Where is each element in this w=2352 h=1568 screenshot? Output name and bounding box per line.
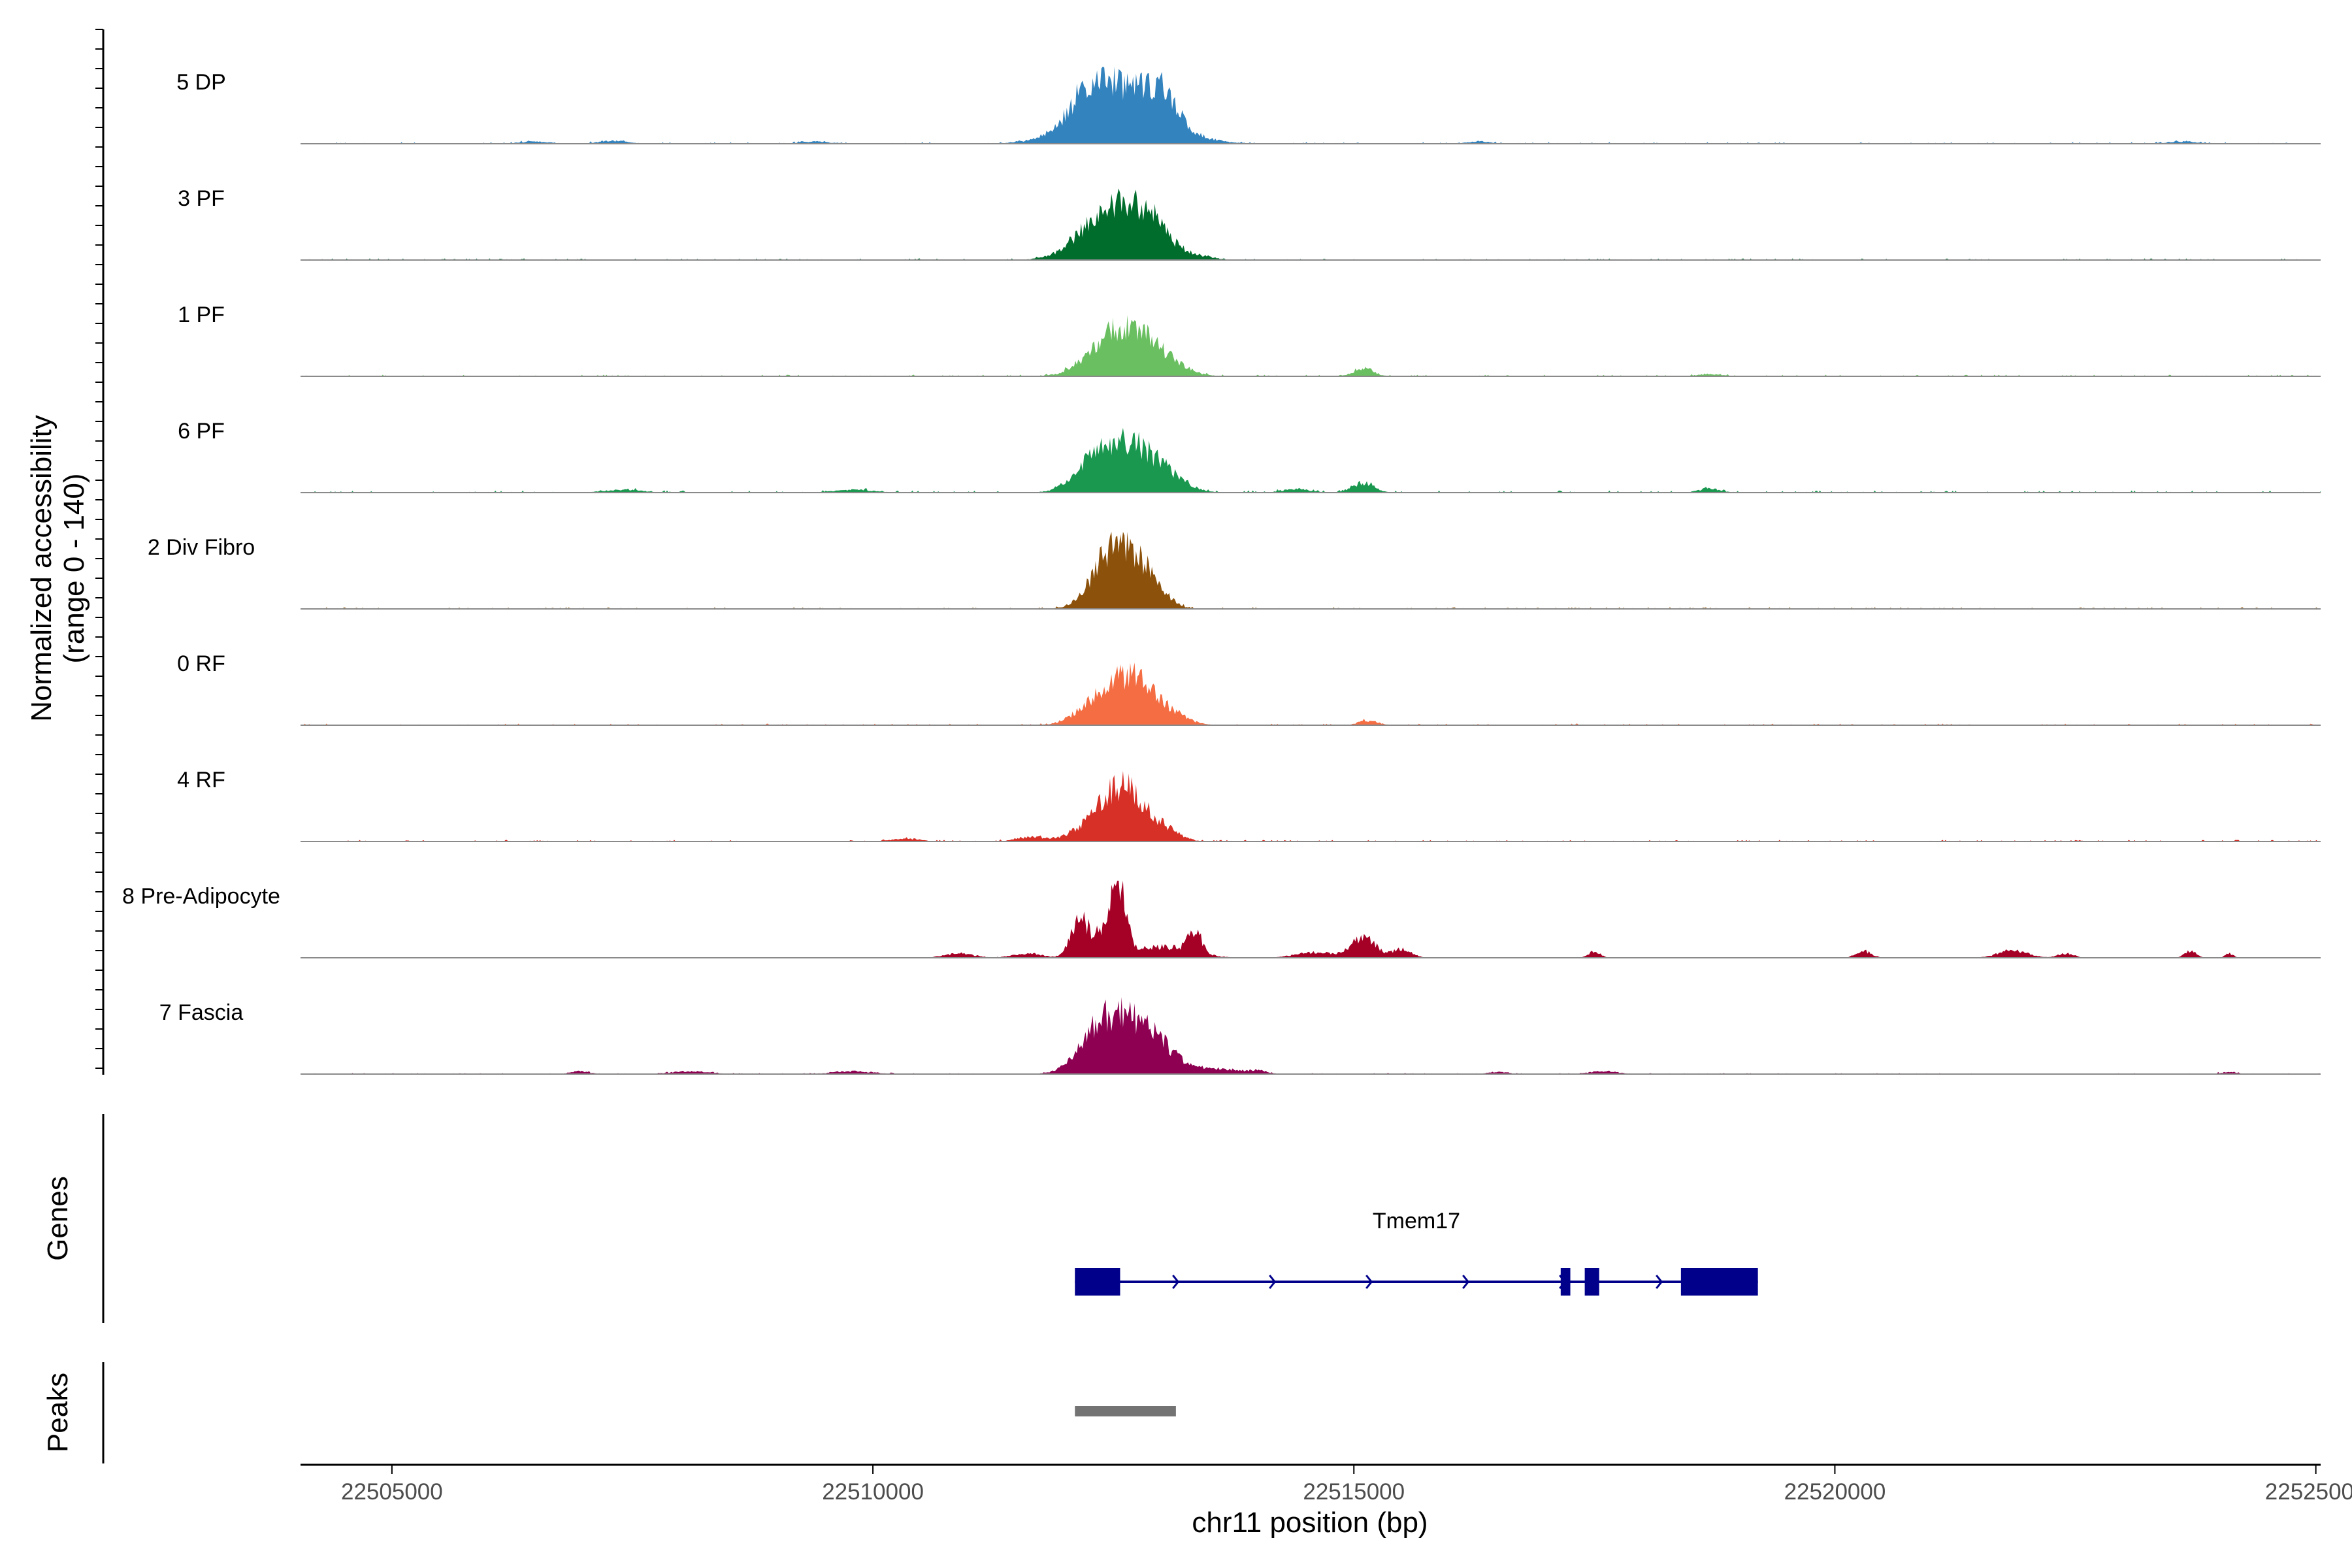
peak-bar bbox=[1075, 1406, 1176, 1416]
coverage-area bbox=[301, 997, 2321, 1074]
gene-tmem17: Tmem17 bbox=[1075, 1209, 1758, 1296]
track-7-fascia: 7 Fascia bbox=[159, 997, 2321, 1075]
track-3-pf: 3 PF bbox=[178, 186, 2321, 261]
strand-arrow bbox=[1269, 1275, 1277, 1289]
genes-axis-title: Genes bbox=[42, 1176, 74, 1261]
peak-regions bbox=[1075, 1406, 1176, 1416]
gene-name: Tmem17 bbox=[1373, 1209, 1460, 1233]
coverage-area bbox=[301, 427, 2321, 493]
x-tick-label: 22525000 bbox=[2265, 1479, 2352, 1505]
track-label: 1 PF bbox=[178, 302, 225, 327]
track-1-pf: 1 PF bbox=[178, 302, 2321, 377]
strand-arrow bbox=[1462, 1275, 1470, 1289]
track-5-dp: 5 DP bbox=[176, 67, 2321, 144]
coverage-area bbox=[301, 662, 2321, 725]
track-label: 3 PF bbox=[178, 186, 225, 211]
gene-exon bbox=[1680, 1268, 1758, 1296]
gene-exon bbox=[1075, 1268, 1120, 1296]
x-tick-label: 22510000 bbox=[822, 1479, 924, 1505]
x-axis-title: chr11 position (bp) bbox=[1192, 1507, 1428, 1539]
track-4-rf: 4 RF bbox=[177, 768, 2321, 842]
strand-arrow bbox=[1656, 1275, 1663, 1289]
coverage-area bbox=[301, 881, 2321, 958]
gene-annotations: Tmem17 bbox=[1075, 1209, 1758, 1296]
strand-arrow bbox=[1172, 1275, 1180, 1289]
gene-exon bbox=[1584, 1268, 1599, 1296]
track-label: 5 DP bbox=[176, 70, 226, 95]
track-6-pf: 6 PF bbox=[178, 419, 2321, 493]
peaks-axis-title: Peaks bbox=[42, 1373, 74, 1452]
track-label: 7 Fascia bbox=[159, 1000, 244, 1025]
track-label: 2 Div Fibro bbox=[148, 535, 255, 560]
coverage-area bbox=[301, 770, 2321, 841]
strand-arrow bbox=[1365, 1275, 1373, 1289]
x-tick-label: 22515000 bbox=[1303, 1479, 1405, 1505]
coverage-area bbox=[301, 532, 2321, 609]
track-2-div-fibro: 2 Div Fibro bbox=[148, 532, 2321, 610]
coverage-tracks: 5 DP 3 PF 1 PF 6 PF 2 Div Fibro 0 RF 4 RF 8 Pre… bbox=[122, 67, 2321, 1075]
x-axis-ticks: 22505000 22510000 22515000 22520000 22525000 bbox=[341, 1465, 2352, 1505]
y-axis-title: Normalized accessibility bbox=[25, 415, 57, 721]
track-0-rf: 0 RF bbox=[177, 651, 2321, 726]
track-label: 4 RF bbox=[177, 768, 225, 792]
gene-exon bbox=[1560, 1268, 1571, 1296]
coverage-area bbox=[301, 315, 2321, 376]
track-label: 8 Pre-Adipocyte bbox=[122, 884, 280, 909]
x-tick-label: 22520000 bbox=[1784, 1479, 1886, 1505]
track-8-pre-adipocyte: 8 Pre-Adipocyte bbox=[122, 881, 2321, 958]
coverage-area bbox=[301, 188, 2321, 260]
track-label: 6 PF bbox=[178, 419, 225, 444]
x-tick-label: 22505000 bbox=[341, 1479, 443, 1505]
track-label: 0 RF bbox=[177, 651, 225, 676]
y-axis-ticks bbox=[95, 29, 103, 1069]
coverage-area bbox=[301, 67, 2321, 144]
y-axis-range: (range 0 - 140) bbox=[58, 473, 90, 663]
